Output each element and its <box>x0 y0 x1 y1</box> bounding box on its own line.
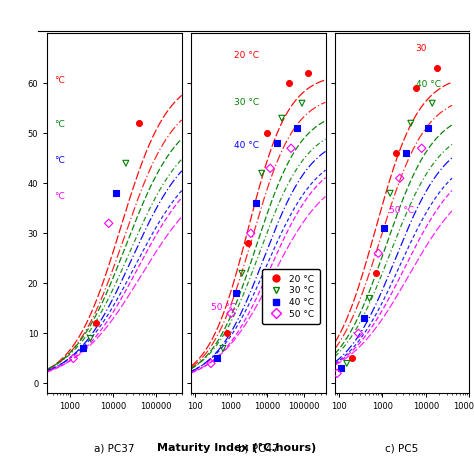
Point <box>374 249 382 257</box>
Point <box>402 149 410 157</box>
Text: °C: °C <box>54 155 65 164</box>
Text: 50 °C: 50 °C <box>389 206 414 215</box>
Text: c) PC5: c) PC5 <box>385 444 419 454</box>
Point <box>407 119 415 127</box>
Text: 30 °C: 30 °C <box>234 98 259 107</box>
Point <box>412 84 420 92</box>
Point <box>264 129 271 137</box>
Text: Maturity Index (°C.hours): Maturity Index (°C.hours) <box>157 443 317 453</box>
Point <box>278 114 285 122</box>
Point <box>79 345 87 352</box>
Point <box>112 190 120 197</box>
Point <box>365 294 373 302</box>
Point <box>273 139 281 147</box>
Point <box>233 290 240 297</box>
Point <box>386 190 394 197</box>
Text: °C: °C <box>54 119 65 128</box>
Text: 40 °C: 40 °C <box>234 141 259 150</box>
Point <box>396 174 403 182</box>
Text: °C: °C <box>54 191 65 201</box>
Point <box>245 239 252 247</box>
Text: 50 °C: 50 °C <box>211 303 237 312</box>
Point <box>428 100 436 107</box>
Point <box>392 149 400 157</box>
Legend: 20 °C, 30 °C, 40 °C, 50 °C: 20 °C, 30 °C, 40 °C, 50 °C <box>262 269 319 324</box>
Point <box>433 64 441 72</box>
Point <box>343 360 351 367</box>
Point <box>224 329 231 337</box>
Point <box>348 355 356 362</box>
Point <box>70 355 77 362</box>
Point <box>219 345 227 352</box>
Point <box>372 270 380 277</box>
Point <box>253 200 260 207</box>
Text: °C: °C <box>54 76 65 85</box>
Point <box>227 310 235 317</box>
Point <box>293 125 301 132</box>
Text: a) PC37: a) PC37 <box>94 444 135 454</box>
Point <box>381 225 388 232</box>
Point <box>213 355 220 362</box>
Point <box>360 315 368 322</box>
Text: 40 °C: 40 °C <box>416 80 440 89</box>
Point <box>258 170 265 177</box>
Point <box>418 145 426 152</box>
Point <box>207 360 215 367</box>
Point <box>266 164 274 172</box>
Point <box>105 219 112 227</box>
Point <box>298 100 306 107</box>
Point <box>135 119 143 127</box>
Point <box>92 319 100 327</box>
Point <box>333 370 341 377</box>
Point <box>122 159 129 167</box>
Point <box>285 80 293 87</box>
Text: 20 °C: 20 °C <box>234 51 259 60</box>
Point <box>304 69 311 77</box>
Text: b) PC47: b) PC47 <box>238 444 279 454</box>
Text: 30: 30 <box>416 44 427 53</box>
Point <box>424 125 431 132</box>
Point <box>337 365 345 372</box>
Point <box>355 329 362 337</box>
Point <box>87 335 94 342</box>
Point <box>287 145 295 152</box>
Point <box>247 229 255 237</box>
Point <box>238 270 246 277</box>
